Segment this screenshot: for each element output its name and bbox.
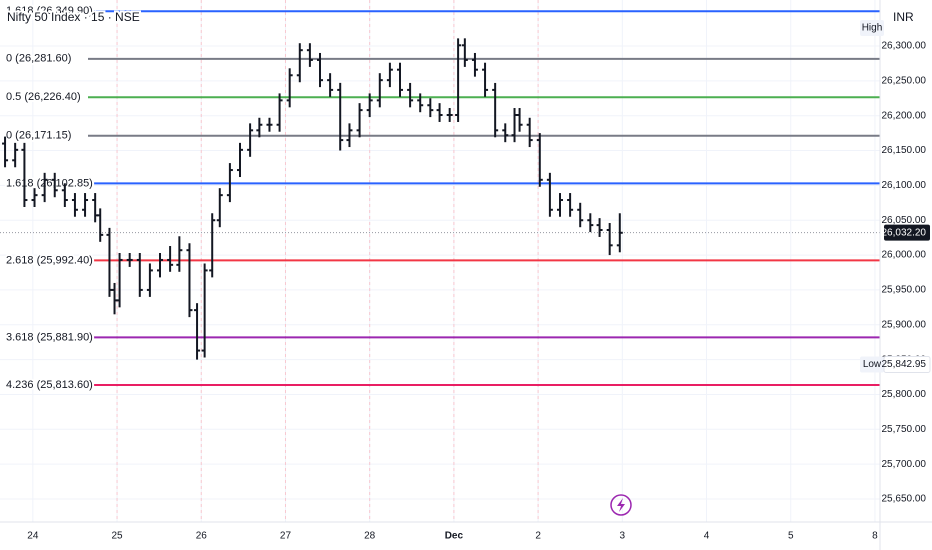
fib-level-label: 4.236 (25,813.60) bbox=[6, 379, 93, 391]
y-tick-label: 25,700.00 bbox=[882, 459, 927, 470]
chart-title: Nifty 50 Index · 15 · NSE bbox=[7, 10, 140, 24]
y-tick-label: 26,250.00 bbox=[882, 75, 927, 86]
x-tick-label: 3 bbox=[620, 531, 626, 542]
x-tick-label: 2 bbox=[535, 531, 541, 542]
alert-icon[interactable] bbox=[610, 494, 632, 516]
y-tick-label: 25,950.00 bbox=[882, 285, 927, 296]
low-price-box bbox=[883, 356, 931, 374]
last-price-label: 26,032.20 bbox=[882, 227, 927, 238]
y-tick-label: 26,200.00 bbox=[882, 110, 927, 121]
y-tick-label: 26,300.00 bbox=[882, 41, 927, 52]
low-tag: Low bbox=[863, 359, 882, 370]
x-tick-label: Dec bbox=[445, 531, 464, 542]
y-tick-label: 26,000.00 bbox=[882, 250, 927, 261]
fib-level-label: 1.618 (26,349.90) bbox=[6, 5, 93, 17]
x-tick-label: 28 bbox=[364, 531, 376, 542]
y-tick-label: 25,800.00 bbox=[882, 389, 927, 400]
fib-level-label: 2.618 (25,992.40) bbox=[6, 254, 93, 266]
x-tick-label: 26 bbox=[196, 531, 208, 542]
y-tick-label: 26,100.00 bbox=[882, 180, 927, 191]
high-tag: High bbox=[862, 23, 883, 34]
fib-level-label: 0.5 (26,226.40) bbox=[6, 91, 81, 103]
y-tick-label: 26,050.00 bbox=[882, 215, 927, 226]
x-tick-label: 8 bbox=[872, 531, 878, 542]
fib-level-label: 0 (26,171.15) bbox=[6, 130, 71, 142]
fib-level-label: 1.618 (26,102.85) bbox=[6, 177, 93, 189]
y-tick-label: 26,150.00 bbox=[882, 145, 927, 156]
fib-level-label: 0 (26,281.60) bbox=[6, 53, 71, 65]
x-tick-label: 25 bbox=[111, 531, 123, 542]
x-tick-label: 4 bbox=[704, 531, 710, 542]
high-tag-box bbox=[860, 20, 884, 36]
x-tick-label: 5 bbox=[788, 531, 794, 542]
y-tick-label: 25,750.00 bbox=[882, 424, 927, 435]
y-tick-label: 25,650.00 bbox=[882, 494, 927, 505]
currency: INR bbox=[893, 10, 914, 24]
low-tag-box bbox=[860, 356, 884, 373]
x-tick-label: 24 bbox=[27, 531, 39, 542]
low-price-label: 25,842.95 bbox=[882, 359, 927, 370]
y-tick-label: 25,900.00 bbox=[882, 319, 927, 330]
fib-level-label: 3.618 (25,881.90) bbox=[6, 331, 93, 343]
last-price-box bbox=[884, 224, 930, 241]
x-tick-label: 27 bbox=[280, 531, 292, 542]
